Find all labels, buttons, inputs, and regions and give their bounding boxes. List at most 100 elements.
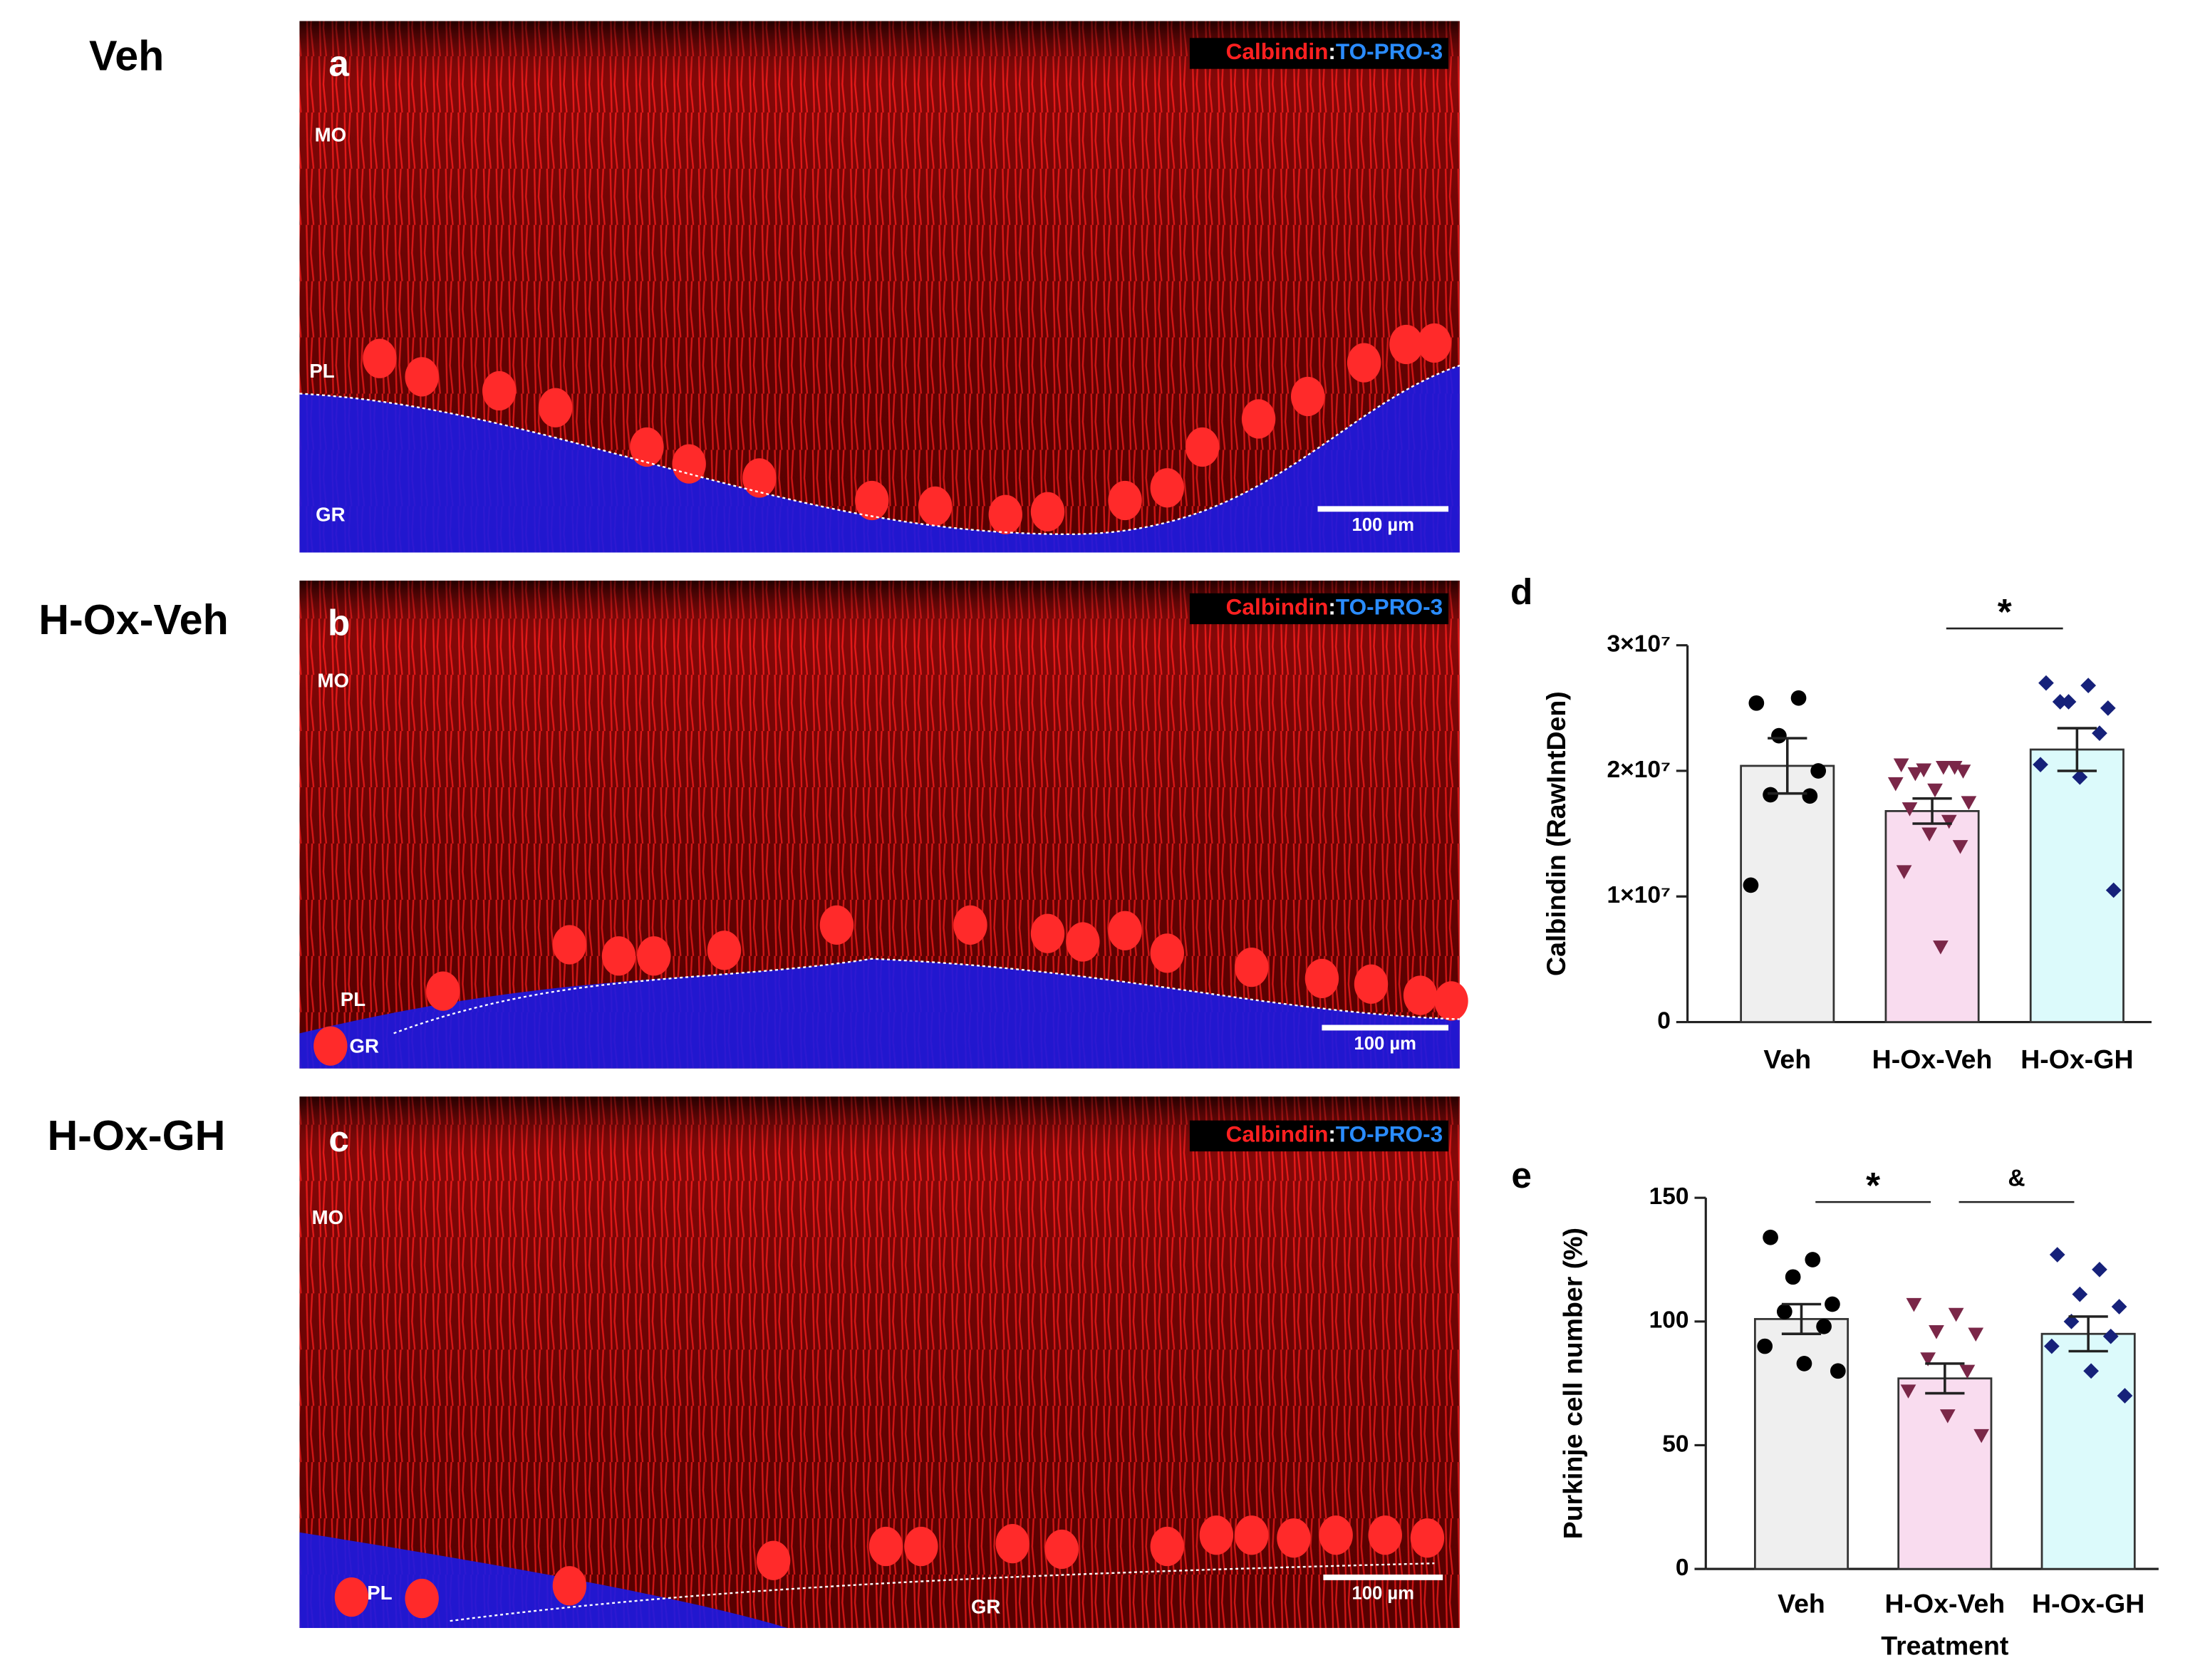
y-tick-label: 50: [1662, 1431, 1688, 1457]
stain-name: Calbindin: [1226, 594, 1329, 620]
purkinje-cell: [1319, 1515, 1353, 1555]
scale-bar-label: 100 µm: [1354, 1034, 1416, 1054]
region-label: GR: [350, 1035, 379, 1057]
significance-mark: *: [1998, 591, 2012, 632]
data-point: [1968, 1327, 1984, 1342]
data-point: [1929, 1325, 1944, 1339]
data-point: [1830, 1363, 1846, 1379]
panel-letter: a: [328, 43, 349, 83]
purkinje-cell: [1150, 933, 1184, 973]
data-point: [1939, 1409, 1956, 1424]
granular-layer: [299, 958, 1460, 1069]
data-point: [2117, 1388, 2133, 1404]
purkinje-cell: [1290, 376, 1325, 417]
data-point: [1920, 1352, 1936, 1367]
data-point: [1796, 1356, 1812, 1372]
purkinje-cell: [1410, 1518, 1445, 1558]
y-axis-label: Purkinje cell number (%): [1558, 1228, 1588, 1539]
purkinje-cell: [1277, 1518, 1311, 1558]
purkinje-cell: [1199, 1515, 1234, 1555]
data-point: [2111, 1299, 2127, 1315]
stain-name: Calbindin: [1226, 38, 1329, 64]
purkinje-cell: [1235, 1515, 1269, 1555]
x-tick-label: H-Ox-GH: [2032, 1588, 2144, 1618]
data-point: [1743, 877, 1759, 893]
purkinje-cell: [1185, 427, 1220, 467]
data-point: [1921, 827, 1937, 841]
y-axis-label: Calbindin (RawIntDen): [1541, 691, 1571, 976]
data-point: [1825, 1296, 1840, 1312]
data-point: [1946, 761, 1963, 775]
purkinje-cell: [405, 357, 439, 397]
purkinje-cell: [405, 1578, 439, 1619]
data-point: [1763, 1229, 1778, 1245]
data-point: [2049, 1247, 2065, 1262]
region-label: PL: [367, 1582, 392, 1604]
purkinje-cell: [630, 427, 664, 467]
data-point: [1906, 1297, 1922, 1312]
purkinje-cell: [1030, 492, 1065, 532]
purkinje-cell: [1235, 947, 1269, 987]
panel-letter: e: [1511, 1155, 1532, 1196]
purkinje-cell: [1304, 958, 1339, 998]
purkinje-cell: [1241, 399, 1276, 439]
panel-letter: b: [328, 603, 350, 643]
data-point: [1973, 1428, 1990, 1443]
row-label: H-Ox-Veh: [38, 596, 228, 643]
purkinje-cell: [1417, 323, 1452, 363]
purkinje-cell: [1347, 343, 1381, 383]
purkinje-cell: [426, 971, 460, 1011]
purkinje-cell: [1066, 922, 1100, 962]
purkinje-cell: [904, 1526, 938, 1567]
purkinje-cell: [995, 1523, 1029, 1564]
granular-layer: [299, 365, 1460, 553]
scale-bar-label: 100 µm: [1352, 515, 1414, 535]
data-point: [1757, 1338, 1773, 1354]
purkinje-cell: [1150, 1526, 1184, 1567]
stain-name: :: [1328, 38, 1336, 64]
stain-legend-bg: [1189, 38, 1449, 69]
data-point: [1785, 1269, 1801, 1285]
data-point: [1959, 1364, 1976, 1379]
data-point: [1810, 763, 1827, 779]
data-point: [1893, 758, 1909, 773]
purkinje-cell: [1389, 324, 1423, 365]
row-label: Veh: [89, 32, 164, 80]
region-label: PL: [309, 360, 334, 382]
data-point: [1907, 767, 1924, 782]
significance-mark: &: [2008, 1165, 2025, 1191]
layer-boundary: [393, 958, 1460, 1035]
purkinje-cell: [1108, 911, 1142, 950]
data-point: [1941, 814, 1957, 829]
data-point: [1887, 777, 1904, 792]
row-label: H-Ox-GH: [47, 1111, 225, 1159]
x-tick-label: H-Ox-GH: [2020, 1044, 2133, 1074]
x-tick-label: Veh: [1778, 1588, 1825, 1618]
purkinje-cell: [672, 444, 706, 484]
data-point: [1916, 763, 1932, 778]
data-point: [1802, 788, 1818, 804]
purkinje-cell: [819, 905, 854, 945]
purkinje-cell: [756, 1540, 791, 1580]
data-point: [1955, 764, 1971, 779]
purkinje-cell: [313, 1026, 348, 1066]
x-tick-label: H-Ox-Veh: [1872, 1044, 1993, 1074]
data-point: [1771, 727, 1787, 744]
y-tick-label: 0: [1676, 1555, 1689, 1581]
purkinje-cell: [1354, 964, 1389, 1004]
y-tick-label: 100: [1649, 1307, 1689, 1334]
panel-letter: c: [328, 1119, 349, 1159]
purkinje-cell: [742, 458, 777, 498]
bar: [1897, 1377, 1993, 1570]
bar: [1740, 764, 1835, 1023]
purkinje-cell: [482, 370, 517, 411]
purkinje-cell: [1108, 480, 1142, 521]
stain-name: Calbindin: [1226, 1121, 1329, 1147]
x-tick-label: Veh: [1763, 1044, 1811, 1074]
purkinje-cell: [1030, 913, 1065, 953]
purkinje-cell: [552, 1566, 587, 1606]
panel-letter: d: [1510, 571, 1532, 612]
y-tick-label: 150: [1649, 1183, 1689, 1210]
stain-legend: Calbindin:TO-PRO-3: [1226, 38, 1443, 64]
